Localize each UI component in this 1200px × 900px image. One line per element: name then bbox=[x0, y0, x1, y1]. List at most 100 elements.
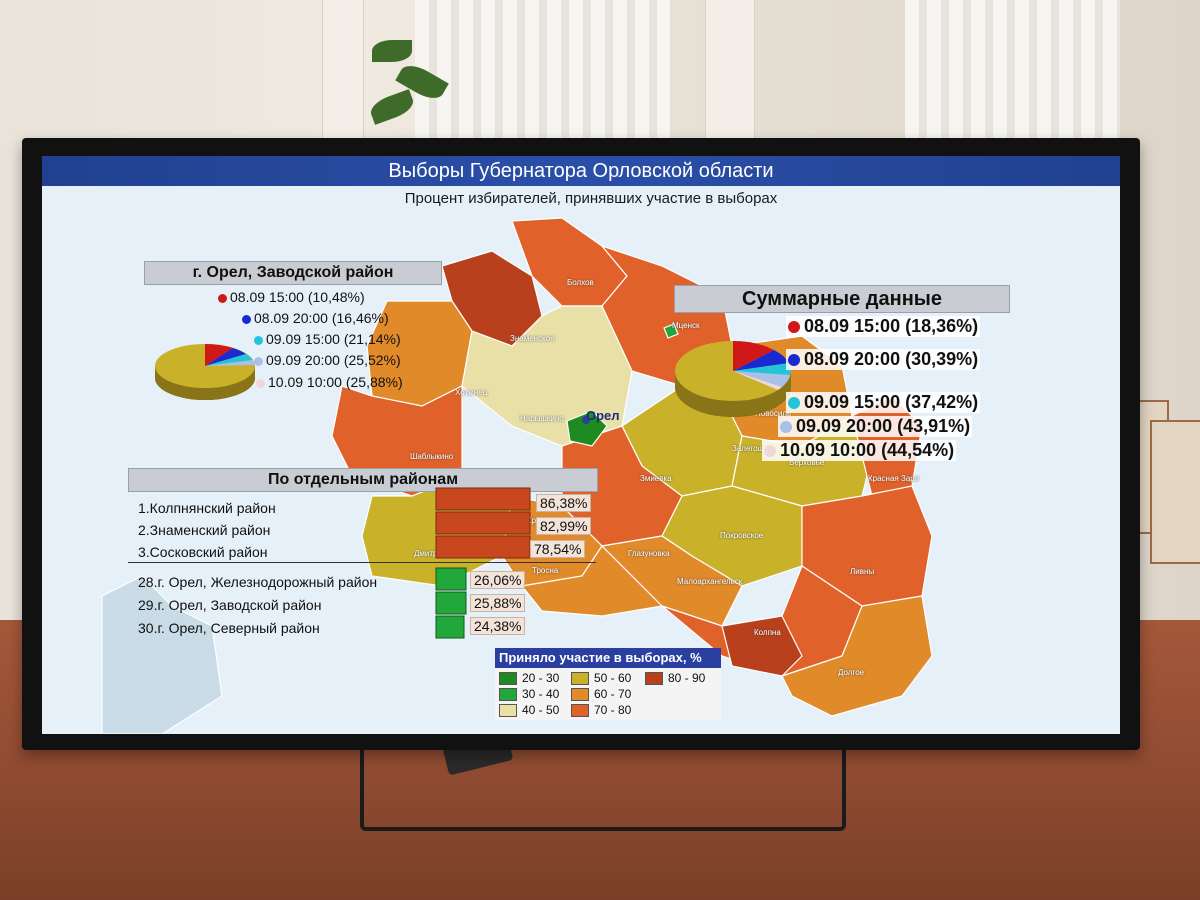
summary-legend-item: 09.09 20:00 (43,91%) bbox=[778, 416, 973, 437]
legend-label: 20 - 30 bbox=[522, 671, 560, 685]
map-label: Хотынец bbox=[455, 388, 488, 397]
legend-dot bbox=[242, 314, 251, 324]
divider bbox=[128, 562, 596, 563]
tv-stand bbox=[360, 735, 846, 831]
map-label: Верховье bbox=[789, 458, 825, 467]
legend-box: 20 - 30 30 - 40 40 - 50 50 - 60 60 - 70 … bbox=[495, 668, 721, 720]
legend-dot bbox=[764, 445, 776, 458]
legend-swatch bbox=[499, 704, 517, 718]
window-left bbox=[415, 0, 670, 140]
map-label: Знаменское bbox=[510, 334, 555, 343]
district-legend-item: 10.09 10:00 (25,88%) bbox=[256, 374, 403, 390]
legend-label: 50 - 60 bbox=[594, 671, 632, 685]
district-legend-label: 09.09 20:00 (25,52%) bbox=[266, 352, 401, 368]
legend-label: 80 - 90 bbox=[668, 671, 706, 685]
map-label: Колпна bbox=[754, 628, 781, 637]
legend-dot bbox=[788, 354, 800, 367]
map-district-naryshkino bbox=[461, 305, 633, 447]
legend-swatch bbox=[571, 688, 589, 702]
legend-item: 70 - 80 bbox=[571, 703, 632, 718]
window-right bbox=[905, 0, 1120, 140]
plant bbox=[372, 40, 412, 62]
summary-legend-label: 08.09 20:00 (30,39%) bbox=[804, 349, 979, 369]
pillar-left bbox=[322, 0, 364, 140]
district-bar-chart bbox=[435, 487, 531, 639]
tv-screen: Выборы Губернатора Орловской области Про… bbox=[42, 156, 1120, 734]
district-legend-item: 08.09 20:00 (16,46%) bbox=[242, 310, 389, 326]
map-label: Нарышкино bbox=[520, 414, 564, 423]
screen-subtitle: Процент избирателей, принявших участие в… bbox=[404, 190, 778, 207]
region-map bbox=[101, 217, 933, 734]
legend-dot bbox=[780, 421, 792, 434]
district-name: 28.г. Орел, Железнодорожный район bbox=[138, 574, 378, 590]
screen-title: Выборы Губернатора Орловской области bbox=[42, 156, 1120, 186]
summary-legend-item: 08.09 20:00 (30,39%) bbox=[786, 349, 981, 370]
city-label: Орел bbox=[586, 408, 620, 423]
map-neighbor-region bbox=[101, 575, 223, 734]
summary-legend-label: 10.09 10:00 (44,54%) bbox=[780, 440, 955, 460]
district-value: 82,99% bbox=[536, 517, 592, 535]
legend-item: 20 - 30 bbox=[499, 671, 560, 686]
summary-pie-chart bbox=[675, 341, 791, 417]
summary-panel-heading: Суммарные данные bbox=[674, 285, 1010, 313]
map-label: Малоархангельск bbox=[677, 577, 743, 586]
map-label: Дмитровск bbox=[414, 549, 454, 558]
summary-legend-item: 10.09 10:00 (44,54%) bbox=[762, 440, 957, 461]
map-label: Глазуновка bbox=[628, 549, 670, 558]
pillar bbox=[705, 0, 755, 140]
map-label: Мценск bbox=[672, 321, 700, 330]
chair bbox=[1150, 420, 1200, 564]
map-label: Краснaя Заря bbox=[868, 474, 919, 483]
map-label: Шаблыкино bbox=[410, 452, 454, 461]
district-legend-item: 09.09 15:00 (21,14%) bbox=[254, 331, 401, 347]
map-city-oryol bbox=[566, 410, 608, 447]
legend-item: 40 - 50 bbox=[499, 703, 560, 718]
district-name: 2.Знаменский район bbox=[138, 522, 271, 538]
legend-swatch bbox=[571, 704, 589, 718]
legend-label: 40 - 50 bbox=[522, 703, 560, 717]
district-legend-label: 10.09 10:00 (25,88%) bbox=[268, 374, 403, 390]
map-label: Покровское bbox=[720, 531, 764, 540]
legend-swatch bbox=[499, 672, 517, 686]
district-value: 78,54% bbox=[530, 540, 586, 558]
legend-item: 30 - 40 bbox=[499, 687, 559, 702]
map-label: Змиевка bbox=[640, 474, 672, 483]
legend-title: Приняло участие в выборах, % bbox=[495, 648, 721, 668]
map-label: Новосиль bbox=[755, 409, 792, 418]
legend-dot bbox=[218, 293, 227, 303]
legend-swatch bbox=[645, 672, 663, 686]
summary-legend-label: 08.09 15:00 (18,36%) bbox=[804, 316, 979, 336]
legend-swatch bbox=[571, 672, 589, 686]
summary-legend-item: 08.09 15:00 (18,36%) bbox=[786, 316, 981, 337]
summary-legend-label: 09.09 20:00 (43,91%) bbox=[796, 416, 971, 436]
map-label: Залегощь bbox=[732, 444, 769, 453]
legend-item: 50 - 60 bbox=[571, 671, 632, 686]
legend-dot bbox=[254, 356, 263, 366]
district-legend-item: 08.09 15:00 (10,48%) bbox=[218, 289, 365, 305]
district-value: 86,38% bbox=[536, 494, 592, 512]
legend-dot bbox=[256, 378, 265, 388]
legend-dot bbox=[788, 397, 800, 410]
district-legend-label: 09.09 15:00 (21,14%) bbox=[266, 331, 401, 347]
map-city-mtsensk bbox=[663, 323, 679, 339]
district-name: 1.Колпнянский район bbox=[138, 500, 276, 516]
map-label: Болхов bbox=[567, 278, 594, 287]
summary-legend-label: 09.09 15:00 (37,42%) bbox=[804, 392, 979, 412]
legend-swatch bbox=[499, 688, 517, 702]
legend-item: 80 - 90 bbox=[645, 671, 706, 686]
map-label: Тросна bbox=[532, 566, 559, 575]
district-value: 26,06% bbox=[470, 571, 526, 589]
district-name: 30.г. Орел, Северный район bbox=[138, 620, 320, 636]
district-pie-chart bbox=[155, 344, 255, 400]
map-district-kolpna bbox=[721, 615, 803, 677]
district-name: 29.г. Орел, Заводской район bbox=[138, 597, 322, 613]
district-legend-item: 09.09 20:00 (25,52%) bbox=[254, 352, 401, 368]
districts-heading: По отдельным районам bbox=[128, 468, 598, 492]
city-marker bbox=[582, 416, 590, 424]
district-name: 3.Сосковский район bbox=[138, 544, 268, 560]
map-label: Долгое bbox=[838, 668, 865, 677]
legend-label: 60 - 70 bbox=[594, 687, 632, 701]
legend-label: 70 - 80 bbox=[594, 703, 632, 717]
legend-dot bbox=[254, 335, 263, 345]
district-legend-label: 08.09 20:00 (16,46%) bbox=[254, 310, 389, 326]
